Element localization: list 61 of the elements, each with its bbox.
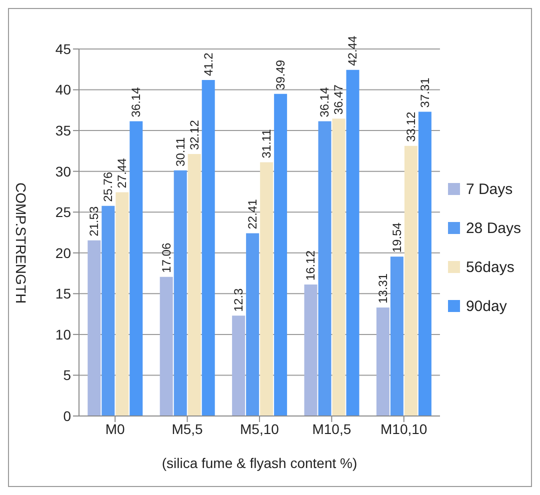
data-label: 42.44 — [346, 36, 360, 66]
data-label: 13.31 — [376, 273, 390, 304]
y-tick-label: 20 — [55, 244, 72, 261]
x-tick-label: M0 — [105, 420, 126, 437]
data-label: 32.12 — [187, 120, 202, 150]
data-label: 21.53 — [87, 206, 102, 236]
bar — [346, 70, 360, 416]
data-label: 19.54 — [390, 222, 404, 253]
bar — [232, 316, 246, 416]
data-label: 33.12 — [404, 112, 418, 142]
bar — [174, 170, 187, 416]
bar — [88, 240, 101, 416]
data-label: 36.14 — [129, 86, 144, 118]
y-tick-label: 25 — [55, 204, 72, 220]
y-tick-label: 5 — [63, 367, 72, 384]
y-axis-title: COMP.STRENGTH — [13, 182, 30, 304]
bar — [332, 118, 346, 416]
x-axis-title: (silica fume & flyash content %) — [162, 455, 358, 471]
data-label: 25.76 — [101, 172, 116, 202]
x-tick-label: M10,10 — [380, 420, 428, 437]
bar — [260, 162, 274, 416]
legend-label: 90day — [466, 298, 507, 314]
data-label: 17.06 — [159, 242, 174, 273]
bar — [418, 112, 432, 416]
bar — [274, 94, 288, 416]
y-tick-label: 45 — [55, 40, 72, 57]
bar — [116, 192, 129, 416]
bar — [318, 121, 332, 416]
legend-label: 56days — [466, 258, 514, 276]
data-label: 37.31 — [418, 77, 432, 108]
data-label: 22.41 — [246, 198, 260, 230]
x-tick-label: M10,5 — [312, 420, 352, 437]
legend-label: 7 Days — [466, 180, 513, 198]
legend-label: 28 Days — [466, 220, 521, 236]
data-label: 27.44 — [115, 158, 130, 188]
bar — [246, 233, 260, 416]
data-label: 30.11 — [173, 136, 188, 166]
y-tick-label: 15 — [55, 286, 72, 302]
y-tick-label: 0 — [63, 408, 72, 424]
bar — [160, 276, 173, 416]
bar — [404, 146, 418, 416]
bar — [202, 80, 215, 416]
data-label: 41.2 — [201, 52, 216, 76]
data-label: 39.49 — [274, 60, 288, 90]
bar — [102, 206, 115, 416]
bar — [304, 284, 318, 416]
data-label: 16.12 — [304, 250, 318, 281]
bar — [390, 256, 404, 416]
bar — [188, 154, 201, 416]
y-tick-label: 30 — [55, 163, 72, 180]
data-label: 12.3 — [232, 288, 246, 312]
bar — [130, 121, 143, 416]
data-label: 36.14 — [318, 86, 332, 118]
y-tick-label: 35 — [55, 122, 72, 139]
x-tick-label: M5,5 — [172, 420, 204, 437]
y-tick-label: 10 — [55, 326, 72, 342]
data-label: 31.11 — [260, 128, 274, 158]
x-tick-label: M5,10 — [240, 420, 280, 437]
data-label: 36.47 — [332, 84, 346, 115]
y-tick-label: 40 — [55, 82, 72, 98]
bar — [376, 307, 390, 416]
